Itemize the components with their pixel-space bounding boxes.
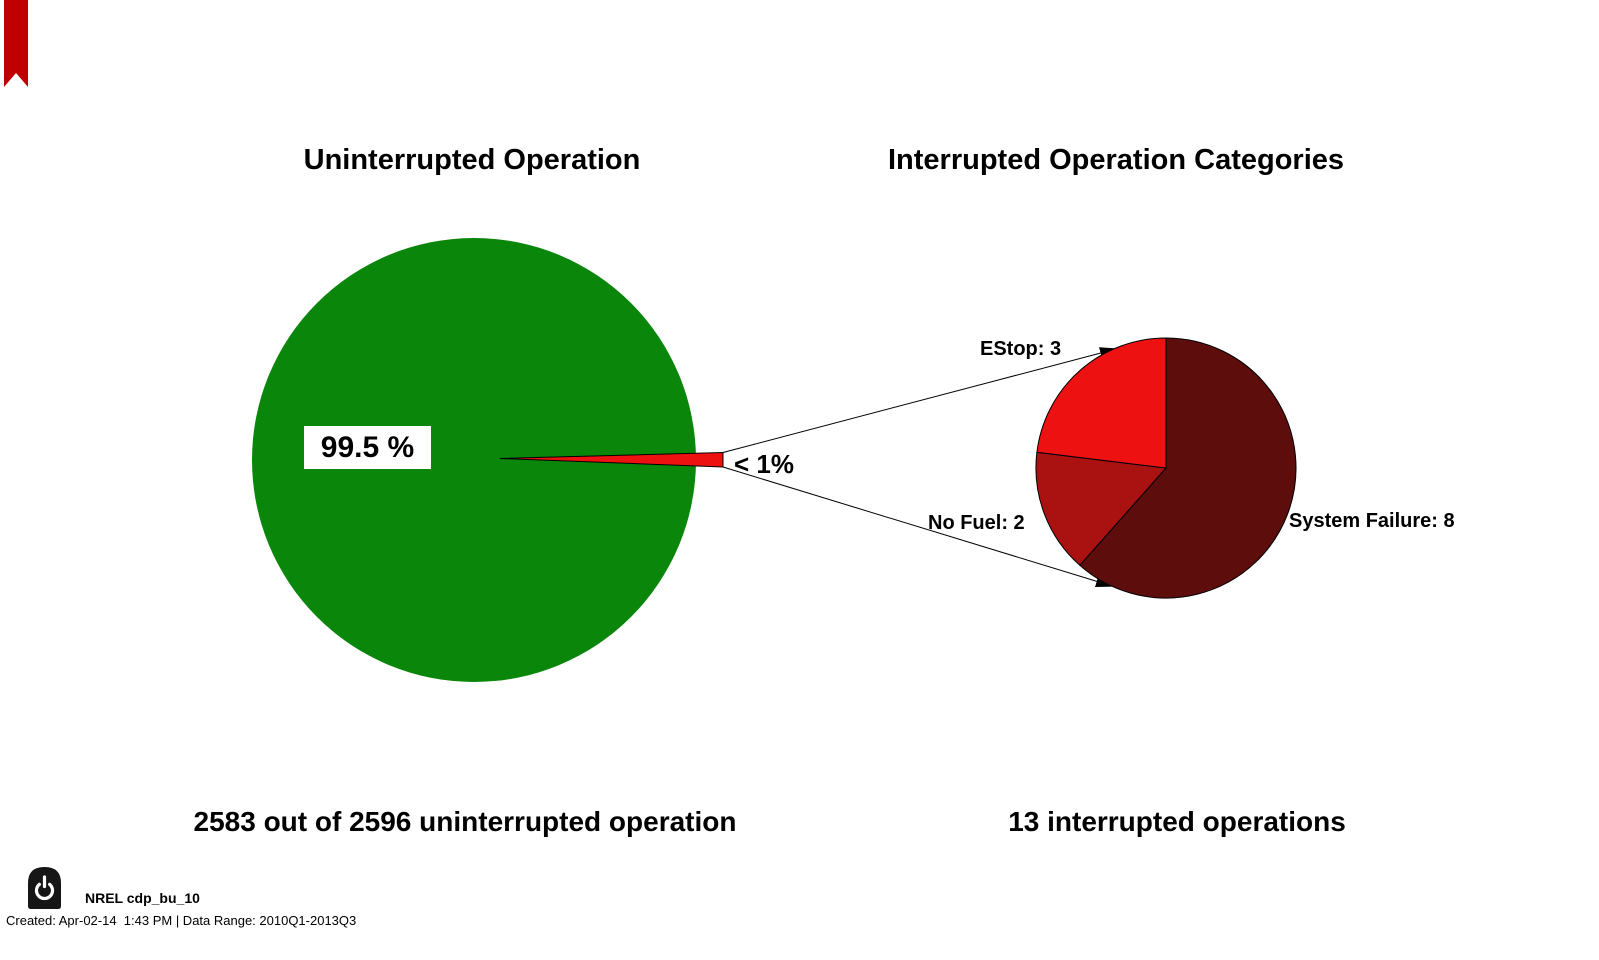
connector-line-bottom: [722, 466, 1114, 588]
left-chart-title: Uninterrupted Operation: [303, 144, 641, 176]
percent-label: 99.5 %: [320, 430, 415, 464]
pie-slice-estop: [1036, 337, 1167, 469]
right-chart-title: Interrupted Operation Categories: [887, 144, 1345, 176]
document-id: NREL cdp_bu_10: [85, 890, 200, 906]
pie-slice-no-fuel: [1035, 451, 1168, 567]
percent-label-box: 99.5 %: [304, 426, 431, 469]
interrupted-pie: [1035, 337, 1297, 599]
created-data-range-line: Created: Apr-02-14 1:43 PM | Data Range:…: [6, 913, 357, 928]
power-icon: [28, 867, 61, 909]
connector-line-top: [722, 347, 1118, 453]
nrel-bookmark-ribbon: [4, 0, 28, 87]
interrupted-slice-sliver: [499, 451, 724, 468]
right-chart-caption: 13 interrupted operations: [1008, 806, 1346, 837]
slice-label-estop: EStop: 3: [980, 338, 1062, 360]
slice-label-system-failure: System Failure: 8: [1289, 510, 1455, 532]
slice-label-no-fuel: No Fuel: 2: [928, 512, 1025, 534]
left-chart-caption: 2583 out of 2596 uninterrupted operation: [193, 806, 737, 837]
small-slice-callout: < 1%: [734, 449, 794, 479]
pie-slice-system-failure: [1079, 337, 1297, 599]
uninterrupted-pie: [252, 238, 696, 682]
